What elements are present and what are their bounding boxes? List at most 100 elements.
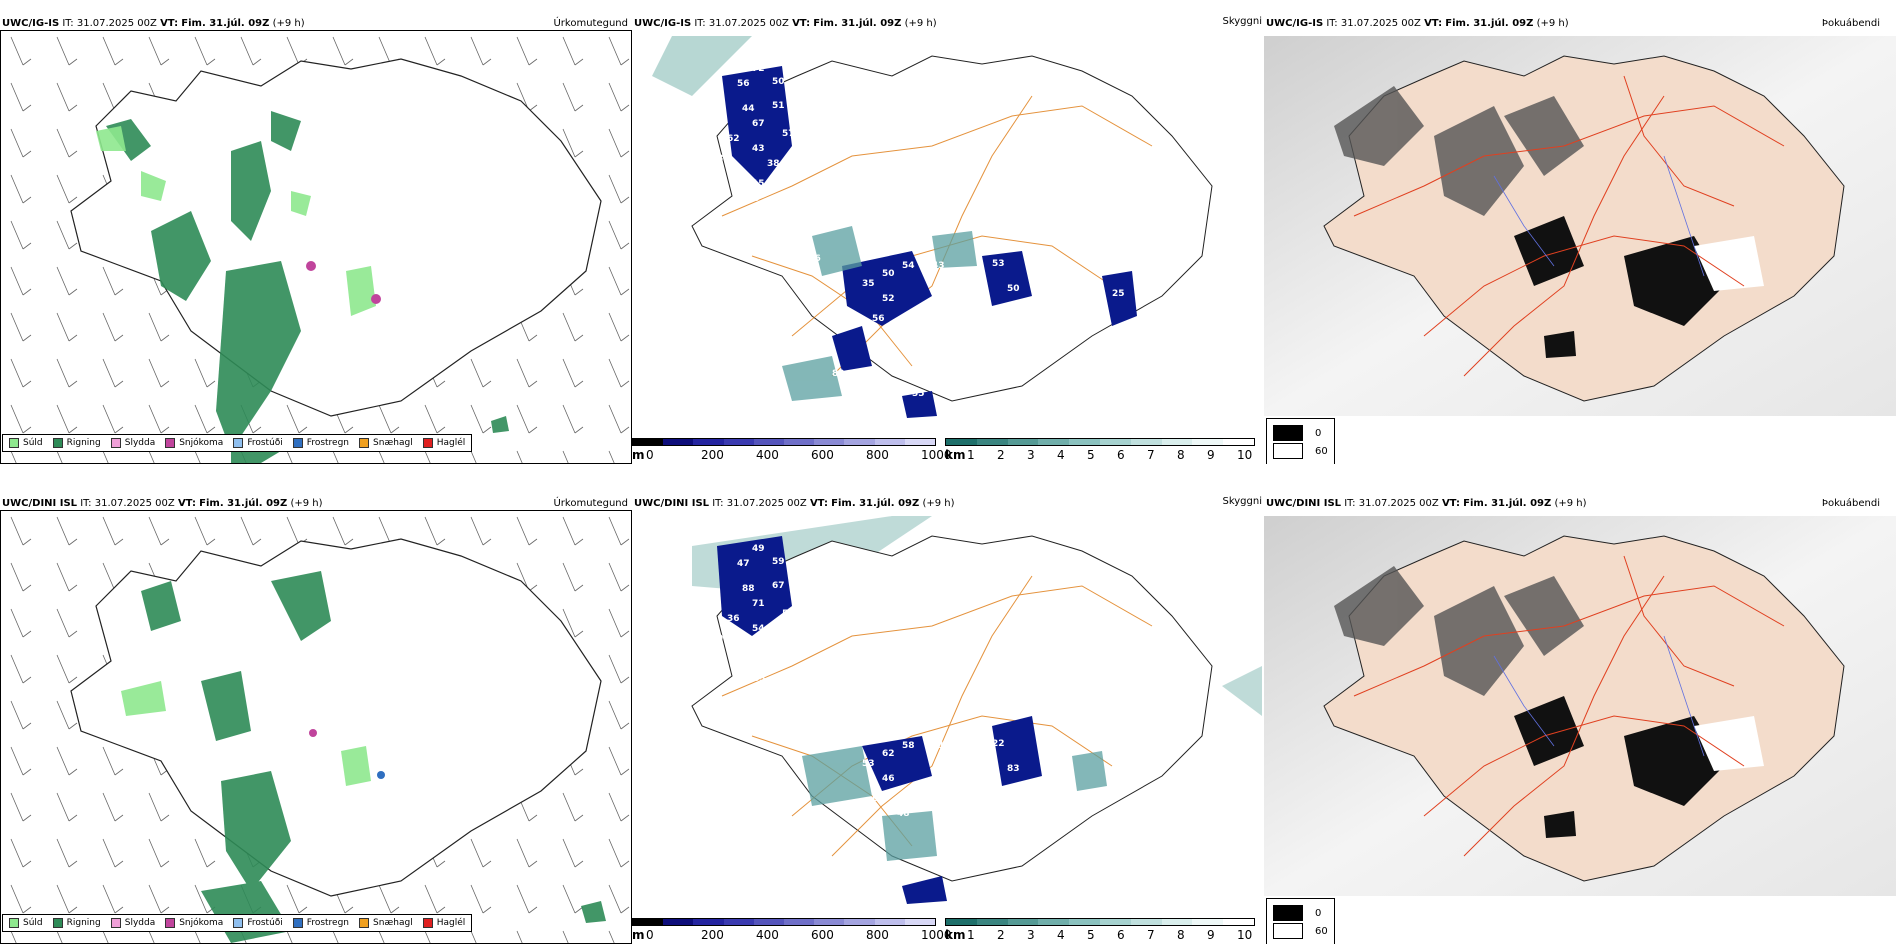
cloud-base-label: 59 (772, 557, 785, 567)
visibility-tick-label: 10 (1237, 928, 1253, 942)
legend-swatch (165, 438, 176, 448)
cloud-base-label: 83 (1007, 764, 1020, 774)
cloud-base-label: 72 (752, 64, 765, 74)
legend-swatch (233, 438, 244, 448)
ceiling-tick-label: 600 (811, 928, 834, 942)
cloud-base-label: 55 (782, 609, 795, 619)
cloud-base-label: 15 (752, 179, 765, 189)
legend-swatch (359, 918, 370, 928)
cloud-base-label: 84 (922, 364, 935, 374)
visibility-tick-label: 9 (1207, 928, 1215, 942)
legend-swatch (9, 918, 19, 928)
ceiling-tick-label: 0 (646, 448, 654, 462)
legend-swatch (359, 438, 370, 448)
cloud-base-label: 62 (787, 84, 800, 94)
legend-swatch (9, 438, 19, 448)
panel-header: UWC/DINI ISL IT: 31.07.2025 00Z VT: Fim.… (634, 498, 955, 509)
legend-item: Súld (9, 918, 43, 928)
visibility-tick-label: 8 (1177, 448, 1185, 462)
panel-title: Þokuábendi (1821, 498, 1880, 509)
cloud-base-label: 83 (717, 154, 730, 164)
panel-title: Úrkomutegund (553, 498, 628, 509)
panel-header: UWC/DINI ISL IT: 31.07.2025 00Z VT: Fim.… (1266, 498, 1587, 509)
ceiling-tick-label: 600 (811, 448, 834, 462)
cloud-base-label: 91 (717, 634, 730, 644)
cloud-base-label: 49 (752, 544, 765, 554)
legend-swatch (110, 438, 121, 448)
cloud-base-label: 56 (737, 79, 750, 89)
legend-swatch (422, 918, 433, 928)
cloud-base-label: 22 (992, 739, 1005, 749)
legend-swatch (110, 918, 121, 928)
fog-map-svg (1264, 516, 1896, 896)
visibility-tick-label: 5 (1087, 928, 1095, 942)
visibility-tick-label: 6 (1117, 448, 1125, 462)
ceiling-tick-label: 200 (701, 928, 724, 942)
visibility-tick-label: 3 (1027, 928, 1035, 942)
cloud-base-label: 62 (727, 134, 740, 144)
fog-panel-bottom: UWC/DINI ISL IT: 31.07.2025 00Z VT: Fim.… (1264, 494, 1900, 944)
iceland-outline (70, 538, 602, 897)
ceiling-tick-label: 800 (866, 928, 889, 942)
cloud-base-label: 25 (1112, 289, 1125, 299)
cloud-base-label: 168 (897, 329, 916, 339)
cloud-base-label: 53 (992, 259, 1005, 269)
visibility-tick-label: 7 (1147, 448, 1155, 462)
cloud-base-label: 76 (797, 589, 810, 599)
precip-map (0, 510, 632, 944)
visibility-tick-label: 8 (1177, 928, 1185, 942)
cloud-base-label: 80 (962, 299, 975, 309)
cloud-base-label: 35 (862, 279, 875, 289)
ceiling-tick-label: 0 (646, 928, 654, 942)
precip-map-svg (1, 511, 631, 943)
cloud-base-label: 67 (752, 119, 765, 129)
legend-swatch (422, 438, 433, 448)
cloud-base-label: 58 (802, 734, 815, 744)
legend-swatch (292, 438, 303, 448)
legend-item: Frostregn (292, 918, 349, 928)
legend-item: Rigning (52, 918, 101, 928)
legend-item: Snæhagl (359, 918, 413, 928)
legend-item: Frostúði (233, 918, 283, 928)
ceiling-tick-label: 200 (701, 448, 724, 462)
cloud-base-label: 50 (772, 77, 785, 87)
cloud-base-label: 43 (777, 199, 790, 209)
cloud-base-label: 10 (747, 194, 760, 204)
legend-item: Snjókoma (165, 918, 223, 928)
cloud-base-label: 82 (832, 369, 845, 379)
visibility-tick-label: 10 (1237, 448, 1253, 462)
legend-item: Haglél (422, 918, 465, 928)
cloud-base-label: 48 (897, 809, 910, 819)
cloud-base-label: 10 (812, 399, 825, 409)
cloud-base-label: 88 (742, 584, 755, 594)
iceland-outline (70, 58, 602, 417)
ceiling-tick-label: 400 (756, 448, 779, 462)
fog-map-svg (1264, 36, 1896, 416)
cloud-base-label: 36 (727, 614, 740, 624)
panel-title: Skyggni (1222, 496, 1262, 507)
precip-map (0, 30, 632, 464)
visibility-tick-label: 6 (1117, 928, 1125, 942)
cloud-base-label: 56 (757, 229, 770, 239)
fog-legend: 0 60 (1266, 898, 1335, 944)
cloud-base-label: 50 (882, 269, 895, 279)
visibility-tick-label: 2 (997, 448, 1005, 462)
cloud-base-label: 66 (872, 794, 885, 804)
precip-legend: Súld Rigning Slydda Snjókoma Frostúði Fr… (2, 914, 473, 932)
cloud-base-label: 46 (882, 774, 895, 784)
cloud-base-label: 54 (902, 261, 915, 271)
fog-panel-top: UWC/IG-IS IT: 31.07.2025 00Z VT: Fim. 31… (1264, 14, 1900, 464)
panel-header: UWC/DINI ISL IT: 31.07.2025 00Z VT: Fim.… (2, 498, 323, 509)
panel-header: UWC/IG-IS IT: 31.07.2025 00Z VT: Fim. 31… (634, 18, 937, 29)
cloud-base-label: 47 (737, 559, 750, 569)
precip-panel-top: UWC/IG-IS IT: 31.07.2025 00Z VT: Fim. 31… (0, 14, 632, 464)
legend-item: Slydda (110, 438, 155, 448)
legend-item: Frostúði (233, 438, 283, 448)
visibility-tick-label: 2 (997, 928, 1005, 942)
cloud-base-label: 203 (747, 674, 766, 684)
ceiling-tick-label: 1000 (921, 928, 952, 942)
cloud-base-label: 43 (932, 261, 945, 271)
cloud-base-label: 56 (872, 314, 885, 324)
visibility-tick-label: 5 (1087, 448, 1095, 462)
cloud-base-label: 61 (932, 741, 945, 751)
